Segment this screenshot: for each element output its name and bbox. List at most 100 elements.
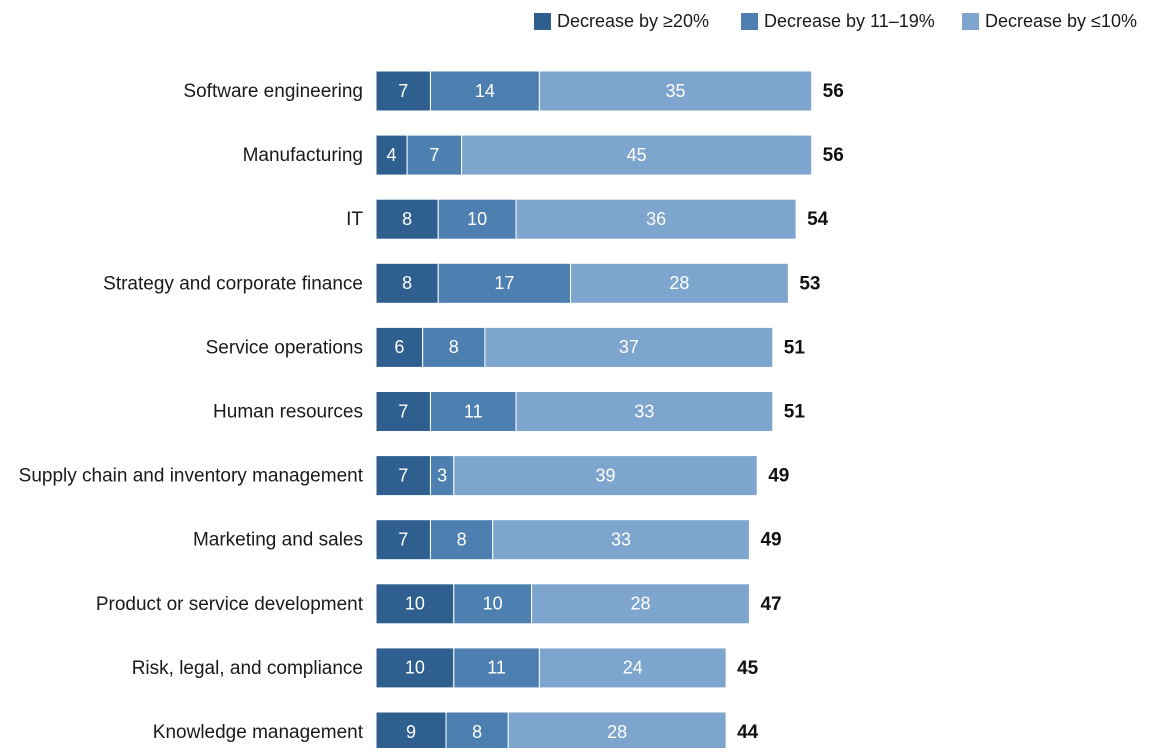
bar-segment (375, 326, 424, 368)
bar-row: Knowledge management 9 8 28 44 (153, 711, 759, 753)
bar-row: Strategy and corporate finance 8 17 28 53 (103, 262, 820, 304)
segment-value-label: 33 (634, 401, 654, 421)
bar-row: IT 8 10 36 54 (346, 198, 829, 240)
bar-segment (437, 198, 517, 240)
segment-value-label: 7 (398, 401, 408, 421)
total-value-label: 49 (768, 466, 789, 487)
bar-row: Marketing and sales 7 8 33 49 (193, 519, 782, 561)
segment-value-label: 28 (669, 273, 689, 293)
segment-value-label: 28 (607, 722, 627, 742)
total-value-label: 53 (799, 273, 820, 294)
legend: Decrease by ≥20% Decrease by 11–19% Decrea… (534, 11, 1137, 31)
segment-value-label: 33 (611, 529, 631, 549)
segment-value-label: 10 (405, 594, 425, 614)
segment-value-label: 35 (666, 81, 686, 101)
bar-segment (375, 262, 439, 304)
bar-row: Software engineering 7 14 35 56 (183, 70, 844, 112)
bar-segment (406, 134, 463, 176)
legend-swatch (962, 13, 979, 30)
legend-label: Decrease by 11–19% (764, 11, 935, 31)
segment-value-label: 36 (646, 209, 666, 229)
category-label: IT (346, 209, 363, 230)
category-label: Human resources (213, 402, 363, 423)
segment-value-label: 45 (627, 145, 647, 165)
total-value-label: 45 (737, 658, 759, 679)
segment-value-label: 8 (449, 337, 459, 357)
bar-row: Human resources 7 11 33 51 (213, 391, 806, 432)
bar-segment (375, 711, 447, 753)
bar-row: Risk, legal, and compliance 10 11 24 45 (132, 647, 759, 689)
bar-segment (461, 134, 813, 176)
segment-value-label: 10 (483, 594, 503, 614)
category-label: Software engineering (183, 81, 363, 102)
bar-segment (375, 198, 439, 240)
bar-segment (453, 583, 533, 625)
legend-item: Decrease by ≥20% (534, 11, 709, 31)
segment-value-label: 14 (475, 81, 495, 101)
total-value-label: 51 (784, 402, 806, 423)
total-value-label: 44 (737, 722, 759, 743)
bar-segment (531, 583, 750, 625)
category-label: Supply chain and inventory management (19, 466, 364, 487)
segment-value-label: 11 (464, 401, 483, 421)
segment-value-label: 11 (487, 658, 506, 678)
bar-row: Service operations 6 8 37 51 (206, 326, 806, 368)
bar-segment (422, 326, 486, 368)
bar-segment (515, 198, 797, 240)
bar-segment (484, 326, 774, 368)
category-label: Marketing and sales (193, 530, 363, 551)
total-value-label: 51 (784, 337, 806, 358)
legend-label: Decrease by ≥20% (557, 11, 709, 31)
bar-segment (429, 391, 517, 432)
bar-segment (453, 455, 758, 497)
segment-value-label: 7 (398, 529, 408, 549)
segment-value-label: 8 (402, 209, 412, 229)
legend-swatch (534, 13, 551, 30)
bars: Software engineering 7 14 35 56Manufacturing… (19, 70, 844, 753)
segment-value-label: 9 (406, 722, 416, 742)
segment-value-label: 8 (472, 722, 482, 742)
segment-value-label: 17 (494, 273, 514, 293)
bar-segment (445, 711, 509, 753)
legend-item: Decrease by 11–19% (741, 11, 935, 31)
total-value-label: 54 (807, 209, 829, 230)
bar-row: Manufacturing 4 7 45 56 (243, 134, 844, 176)
category-label: Strategy and corporate finance (103, 273, 363, 294)
segment-value-label: 10 (405, 658, 425, 678)
bar-segment (570, 262, 789, 304)
bar-segment (429, 70, 540, 112)
segment-value-label: 8 (457, 529, 467, 549)
segment-value-label: 8 (402, 273, 412, 293)
segment-value-label: 39 (595, 465, 615, 485)
bar-segment (375, 583, 455, 625)
bar-segment (538, 647, 727, 689)
segment-value-label: 24 (623, 658, 643, 678)
total-value-label: 47 (760, 594, 781, 615)
category-label: Risk, legal, and compliance (132, 658, 363, 679)
category-label: Product or service development (96, 594, 364, 615)
segment-value-label: 4 (387, 145, 397, 165)
category-label: Service operations (206, 337, 363, 358)
bar-segment (375, 391, 431, 432)
total-value-label: 49 (760, 530, 781, 551)
bar-row: Supply chain and inventory management 7 3 3… (19, 455, 789, 497)
total-value-label: 56 (823, 81, 844, 102)
segment-value-label: 10 (467, 209, 487, 229)
bar-segment (515, 391, 774, 432)
total-value-label: 56 (823, 145, 844, 166)
segment-value-label: 7 (398, 81, 408, 101)
segment-value-label: 28 (631, 594, 651, 614)
segment-value-label: 37 (619, 337, 639, 357)
bar-segment (375, 455, 431, 497)
bar-segment (538, 70, 813, 112)
bar-segment (507, 711, 727, 753)
bar-segment (429, 519, 494, 561)
bar-segment (375, 70, 431, 112)
segment-value-label: 3 (437, 465, 447, 485)
bar-segment (492, 519, 750, 561)
bar-segment (375, 519, 431, 561)
segment-value-label: 6 (394, 337, 404, 357)
bar-row: Product or service development 10 10 28 47 (96, 583, 782, 625)
